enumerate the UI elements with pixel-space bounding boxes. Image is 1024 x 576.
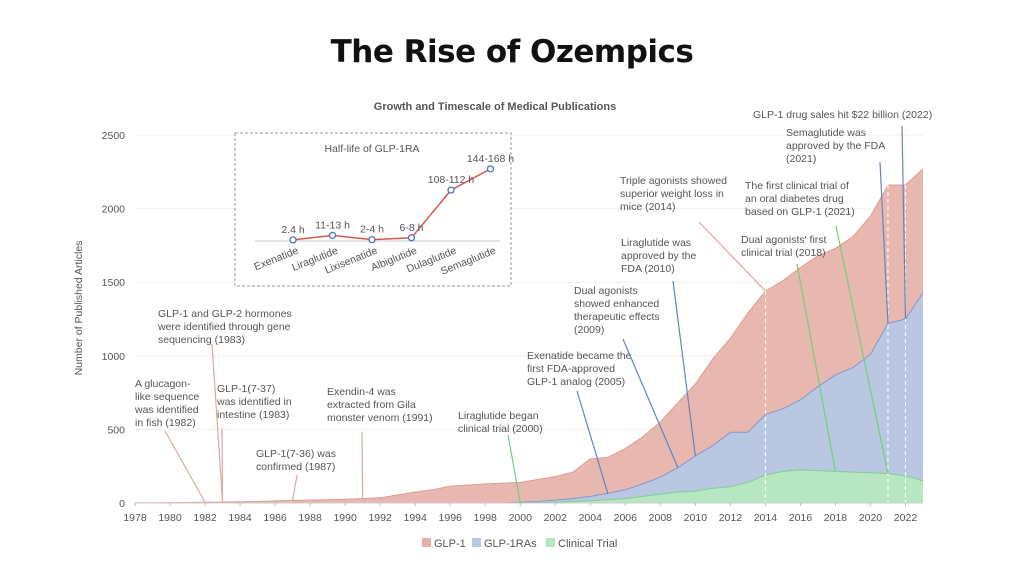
chart-title: Growth and Timescale of Medical Publicat…	[374, 101, 616, 113]
annotation-leader-line	[292, 474, 298, 501]
y-tick-label: 1500	[102, 277, 126, 289]
legend-swatch	[472, 538, 481, 547]
x-tick-label: 1978	[123, 512, 147, 524]
y-tick-label: 2000	[102, 204, 126, 216]
annotation-leader-line	[835, 225, 889, 474]
x-tick-label: 1982	[193, 512, 217, 524]
inset-value-label: 144-168 h	[467, 153, 514, 165]
x-tick-label: 2008	[649, 512, 673, 524]
x-tick-label: 1992	[368, 512, 392, 524]
inset-value-label: 2.4 h	[281, 224, 305, 236]
x-tick-label: 2018	[824, 512, 848, 524]
annotation-leader-line	[672, 280, 696, 456]
timeline-annotations: A glucagon-like sequence was identified in…	[134, 109, 932, 504]
inset-point	[368, 235, 376, 244]
inset-title: Half-life of GLP-1RA	[324, 143, 419, 155]
annotation-text: GLP-1 drug sales hit $22 billion (2022)	[753, 109, 932, 121]
area-edge-glp-1ras	[135, 292, 924, 504]
annotation-text: Triple agonists showed superior weight lo…	[620, 175, 727, 213]
x-tick-label: 1994	[403, 512, 427, 524]
annotation-text: Dual agonists' first clinical trial (2018…	[741, 234, 827, 259]
legend-label: GLP-1	[434, 538, 466, 550]
inset-point	[407, 234, 416, 242]
x-tick-label: 2022	[894, 512, 918, 524]
annotation-leader-line	[901, 125, 907, 320]
x-tick-label: 1990	[333, 512, 357, 524]
x-tick-label: 1988	[298, 512, 322, 524]
annotation-text: Exenatide became the first FDA-approved GL…	[527, 350, 632, 388]
area-glp-1ras	[135, 292, 923, 503]
x-tick-label: 1996	[439, 512, 463, 524]
inset-value-label: 11-13 h	[315, 219, 350, 231]
annotation-leader-line	[164, 430, 206, 503]
inset-point	[289, 236, 297, 244]
y-tick-label: 0	[119, 498, 125, 510]
annotation-text: Dual agonists showed enhanced therapeutic …	[574, 285, 660, 336]
annotation-text: Semaglutide was approved by the FDA (2021)	[786, 127, 885, 165]
annotation-leader-line	[796, 263, 837, 472]
annotation-text: Exendin-4 was extracted from Gila monster …	[327, 386, 433, 424]
y-tick-label: 500	[107, 424, 125, 436]
page-title: The Rise of Ozempics	[330, 34, 694, 70]
inset-point	[447, 186, 455, 194]
x-tick-label: 2016	[789, 512, 813, 524]
x-tick-label: 2000	[509, 512, 533, 524]
area-glp-1	[135, 168, 923, 503]
annotation-text: GLP-1(7-36) was confirmed (1987)	[256, 448, 336, 473]
annotation-leader-line	[879, 161, 889, 324]
x-tick-label: 1984	[228, 512, 252, 524]
x-tick-label: 1980	[158, 512, 182, 524]
y-axis-label: Number of Published Articles	[73, 241, 85, 376]
x-tick-label: 2002	[544, 512, 568, 524]
area-edge-glp-1	[134, 168, 924, 504]
inset-frame	[234, 132, 512, 287]
annotation-leader-line	[361, 431, 364, 499]
annotation-leader-line	[576, 390, 609, 494]
x-tick-label: 2004	[579, 512, 603, 524]
legend-swatch	[546, 538, 555, 547]
x-tick-label: 2012	[719, 512, 743, 524]
annotation-leader-line	[211, 343, 224, 503]
legend-label: GLP-1RAs	[484, 538, 537, 550]
annotation-text: Liraglutide began clinical trial (2000)	[458, 410, 543, 435]
annotation-text: Liraglutide was approved by the FDA (2010)	[621, 237, 696, 275]
inset-point	[486, 165, 495, 173]
legend: GLP-1 GLP-1RAs Clinical Trial	[422, 538, 617, 550]
x-tick-label: 2010	[684, 512, 708, 524]
inset-value-label: 6-8 h	[400, 222, 424, 234]
y-tick-label: 2500	[102, 130, 126, 142]
annotation-leader-line	[622, 338, 679, 468]
inset-point	[328, 231, 337, 240]
annotation-leader-line	[698, 221, 766, 292]
x-tick-label: 2014	[754, 512, 778, 524]
area-series	[134, 168, 924, 504]
inset-value-label: 2-4 h	[360, 224, 384, 236]
annotation-text: GLP-1 and GLP-2 hormones were identified …	[157, 308, 292, 346]
annotation-text: The first clinical trial of an oral diabe…	[745, 180, 855, 218]
inset-line	[292, 168, 491, 241]
annotation-leader-line	[507, 434, 521, 504]
axes: 0 500 1000 1500 2000 2500 1978 1980 1982 1984 1986…	[102, 130, 923, 524]
x-tick-label: 1998	[474, 512, 498, 524]
annotation-text: GLP-1(7-37) was identified in intestine (1…	[216, 383, 292, 421]
legend-swatch	[422, 538, 431, 547]
area-edge-clinical-trial	[135, 469, 924, 504]
x-tick-label: 2006	[614, 512, 638, 524]
y-tick-label: 1000	[102, 351, 126, 363]
inset-value-label: 108-112 h	[428, 174, 475, 186]
x-tick-label: 2020	[859, 512, 883, 524]
annotation-leader-line	[221, 428, 224, 503]
legend-label: Clinical Trial	[558, 538, 617, 550]
annotation-text: A glucagon-like sequence was identified in…	[134, 378, 199, 429]
area-clinical-trial	[135, 469, 923, 503]
x-tick-label: 1986	[263, 512, 287, 524]
